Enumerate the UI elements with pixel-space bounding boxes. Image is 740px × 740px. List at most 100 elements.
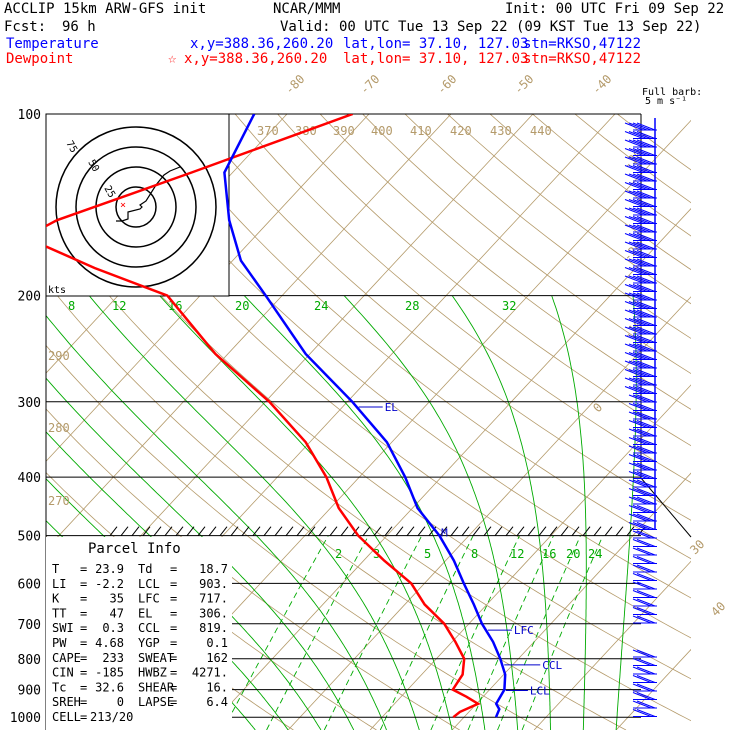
parcel-info-cell: EL [138, 606, 152, 620]
wind-barb-flag [628, 284, 648, 292]
wind-barb-flag [636, 590, 656, 598]
wind-barb-flag [628, 479, 648, 488]
wind-barb-flag [632, 411, 652, 420]
dry-adiabat-line [149, 114, 691, 560]
wind-barb-flag [636, 309, 656, 318]
wind-barb-flag [636, 692, 656, 700]
ccl-label: CCL [542, 659, 562, 672]
wind-barb [624, 369, 657, 377]
wind-barb-flag [628, 156, 648, 165]
wind-barb-flag [632, 301, 652, 309]
wind-barb-flag [636, 122, 656, 131]
wind-barb-flag [624, 165, 644, 173]
parcel-info-cell: 4271. [192, 666, 228, 680]
wind-barb-flag [632, 233, 652, 241]
wind-barb-flag [632, 343, 652, 352]
freezing-hatch [604, 526, 613, 536]
parcel-info-cell: = [80, 636, 87, 650]
wind-barb [632, 700, 657, 709]
parcel-info-cell: 162 [206, 651, 228, 665]
wind-barb [624, 360, 657, 369]
freezing-hatch [626, 526, 635, 536]
hodograph-ring-100 [55, 126, 217, 288]
wind-barb-flag [624, 318, 644, 326]
wind-barb-flag [632, 666, 652, 675]
hodograph-ring-25 [115, 186, 157, 228]
wind-barb-flag [632, 530, 652, 539]
parcel-info-cell: 0.1 [206, 636, 228, 650]
freezing-hatch [285, 526, 294, 536]
center-label: NCAR/MMM [273, 1, 340, 17]
wind-barb-flag [628, 131, 648, 139]
wind-barb [632, 692, 657, 700]
freezing-hatch [329, 526, 338, 536]
freezing-hatch [450, 526, 459, 536]
wind-barb [628, 479, 657, 488]
parcel-info-cell: = [80, 651, 87, 665]
parcel-info-cell: 4.68 [95, 636, 124, 650]
freezing-hatch [241, 526, 250, 536]
isotherm-line [698, 114, 740, 730]
wind-barb-flag [632, 148, 652, 156]
hodograph-trace [116, 166, 181, 222]
parcel-info-cell: 306. [199, 606, 228, 620]
wind-barb-flag [628, 182, 648, 190]
wind-barb [632, 615, 657, 624]
freezing-hatch [142, 526, 151, 536]
parcel-info-cell: 717. [199, 592, 228, 606]
wind-barb-flag [632, 224, 652, 233]
mixing-ratio-line [430, 535, 520, 730]
freezing-hatch [340, 526, 349, 536]
parcel-info-cell: SREH [52, 695, 81, 709]
wind-barb-flag [628, 471, 648, 479]
freezing-hatch [483, 526, 492, 536]
dry-adiabat-line [234, 114, 691, 484]
parcel-info-cell: = [80, 680, 87, 694]
init-label: Init: 00 UTC Fri 09 Sep 22 [505, 1, 724, 17]
wind-barb-flag [632, 649, 652, 658]
wind-barb-flag [624, 377, 644, 386]
wind-barb-flag [636, 564, 656, 573]
wind-barb-flag [636, 275, 656, 284]
parcel-info-cell: HWBZ [138, 666, 167, 680]
wind-barb-flag [632, 573, 652, 581]
wind-barb-flag [628, 411, 648, 420]
theta-label: 270 [48, 494, 70, 508]
freezing-hatch [582, 526, 591, 536]
wind-barb-flag [632, 683, 652, 692]
isotherm-line [0, 114, 41, 730]
wind-barb-flag [624, 156, 644, 165]
isotherm-label: 40 [708, 599, 728, 619]
wind-barb-flag [636, 428, 656, 437]
wind-barb-flag [636, 675, 656, 683]
moist-adiabat-line [243, 295, 486, 730]
wind-barb [624, 284, 657, 292]
wind-barb [628, 437, 657, 445]
freezing-hatch [230, 526, 239, 536]
wind-barb-flag [636, 250, 656, 258]
wind-barb-flag [636, 615, 656, 624]
wind-barb [624, 309, 657, 318]
parcel-info-cell: = [80, 621, 87, 635]
wind-barb-flag [624, 369, 644, 377]
wind-barb-flag [624, 190, 644, 199]
wind-barb-flag [636, 156, 656, 165]
wind-barb-flag [632, 326, 652, 335]
parcel-info-cell: 213/20 [90, 710, 133, 724]
right-axis-diagonal [640, 477, 692, 538]
wind-barb-flag [632, 377, 652, 386]
wind-barb-flag [632, 292, 652, 301]
wind-barb [624, 207, 657, 216]
wind-barb-flag [624, 292, 644, 301]
freezing-hatch [593, 526, 602, 536]
freezing-hatch [560, 526, 569, 536]
mixing-ratio-label: 24 [588, 547, 602, 561]
freezing-hatch [373, 526, 382, 536]
wind-barb-flag [624, 343, 644, 352]
fcst-label: Fcst: [4, 19, 46, 35]
wind-barb-flag [636, 581, 656, 590]
theta-label: 440 [530, 124, 552, 138]
wind-barb [628, 411, 657, 420]
wind-barb-flag [636, 539, 656, 547]
wind-barb-flag [628, 437, 648, 445]
